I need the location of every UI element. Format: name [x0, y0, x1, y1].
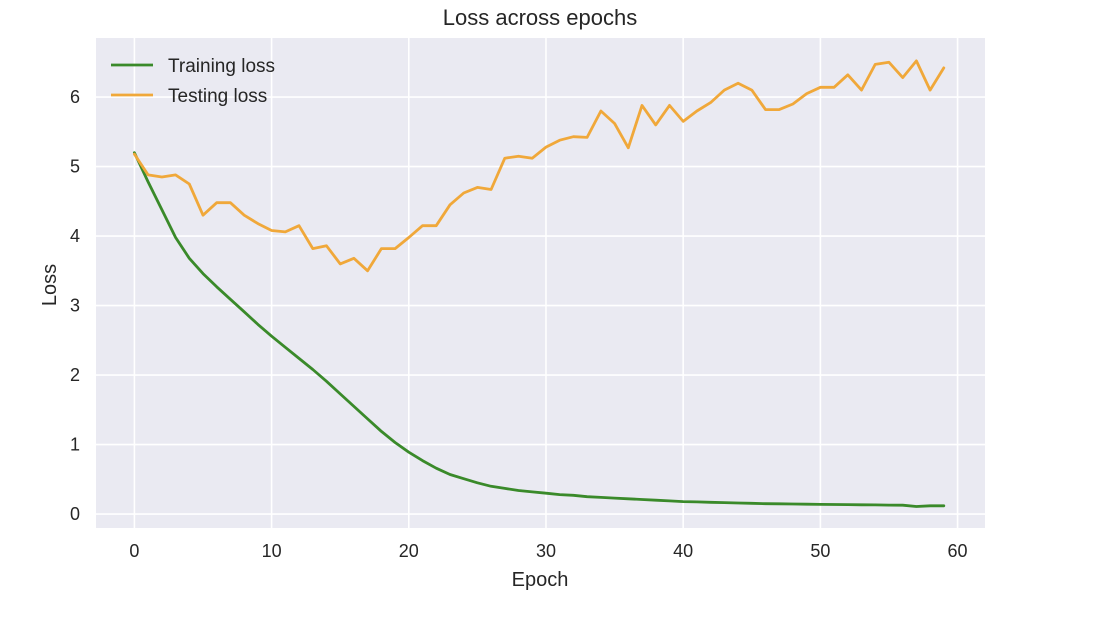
plot-area	[96, 38, 985, 528]
x-tick-label: 20	[399, 541, 419, 561]
y-tick-label: 4	[70, 226, 80, 246]
series-line-testing-loss	[132, 59, 946, 273]
y-axis-ticks: 0 1 2 3 4 5 6	[70, 87, 80, 524]
x-tick-label: 40	[673, 541, 693, 561]
x-tick-label: 10	[262, 541, 282, 561]
series-line-training-loss	[132, 151, 946, 508]
grid-lines	[96, 38, 985, 528]
legend: Training loss Testing loss	[111, 56, 275, 107]
y-tick-label: 1	[70, 435, 80, 455]
legend-label: Training loss	[168, 56, 275, 77]
legend-label: Testing loss	[168, 86, 267, 107]
x-tick-label: 60	[948, 541, 968, 561]
y-tick-label: 5	[70, 157, 80, 177]
y-tick-label: 2	[70, 365, 80, 385]
x-axis-ticks: 0 10 20 30 40 50 60	[129, 541, 967, 561]
x-axis-label: Epoch	[512, 569, 569, 591]
x-tick-label: 0	[129, 541, 139, 561]
x-tick-label: 30	[536, 541, 556, 561]
y-axis-label: Loss	[39, 264, 61, 306]
y-tick-label: 3	[70, 296, 80, 316]
series-lines	[132, 59, 946, 508]
y-tick-label: 0	[70, 504, 80, 524]
x-tick-label: 50	[810, 541, 830, 561]
chart-title: Loss across epochs	[443, 5, 637, 30]
y-tick-label: 6	[70, 87, 80, 107]
